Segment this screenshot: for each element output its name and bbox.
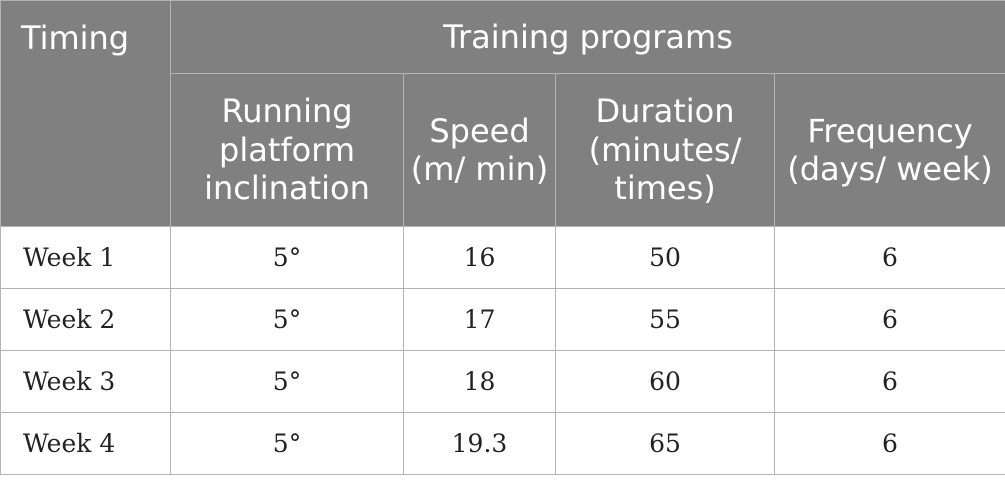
cell-duration: 55 <box>555 288 775 351</box>
cell-duration: 65 <box>555 412 775 475</box>
header-frequency: Frequency (days/ week) <box>773 73 1005 227</box>
training-table: Timing Training programs Running platfor… <box>0 0 1005 475</box>
cell-frequency: 6 <box>773 226 1005 289</box>
table-row: Week 3 5° 18 60 6 <box>0 350 1005 413</box>
cell-week: Week 4 <box>0 412 171 475</box>
cell-frequency: 6 <box>773 412 1005 475</box>
table-header: Timing Training programs Running platfor… <box>0 0 1005 227</box>
cell-inclination: 5° <box>170 288 404 351</box>
cell-frequency: 6 <box>773 350 1005 413</box>
cell-speed: 16 <box>403 226 556 289</box>
header-speed: Speed (m/ min) <box>403 73 556 227</box>
cell-duration: 60 <box>555 350 775 413</box>
table-row: Week 2 5° 17 55 6 <box>0 288 1005 351</box>
cell-week: Week 1 <box>0 226 171 289</box>
cell-frequency: 6 <box>773 288 1005 351</box>
cell-speed: 17 <box>403 288 556 351</box>
header-row-group: Timing Training programs <box>0 0 1005 227</box>
header-duration: Duration (minutes/ times) <box>555 73 775 227</box>
cell-inclination: 5° <box>170 350 404 413</box>
cell-week: Week 3 <box>0 350 171 413</box>
cell-speed: 18 <box>403 350 556 413</box>
table-row: Week 4 5° 19.3 65 6 <box>0 412 1005 475</box>
header-running-platform-inclination: Running platform inclination <box>170 73 404 227</box>
header-training-programs: Training programs <box>169 0 1005 74</box>
table-body: Week 1 5° 16 50 6 Week 2 5° 17 55 6 Week… <box>0 226 1005 475</box>
cell-duration: 50 <box>555 226 775 289</box>
header-row-columns: Running platform inclination Speed (m/ m… <box>1 73 1005 227</box>
cell-inclination: 5° <box>170 226 404 289</box>
cell-inclination: 5° <box>170 412 404 475</box>
header-timing: Timing <box>0 0 171 227</box>
cell-week: Week 2 <box>0 288 171 351</box>
table-row: Week 1 5° 16 50 6 <box>0 226 1005 289</box>
cell-speed: 19.3 <box>403 412 556 475</box>
